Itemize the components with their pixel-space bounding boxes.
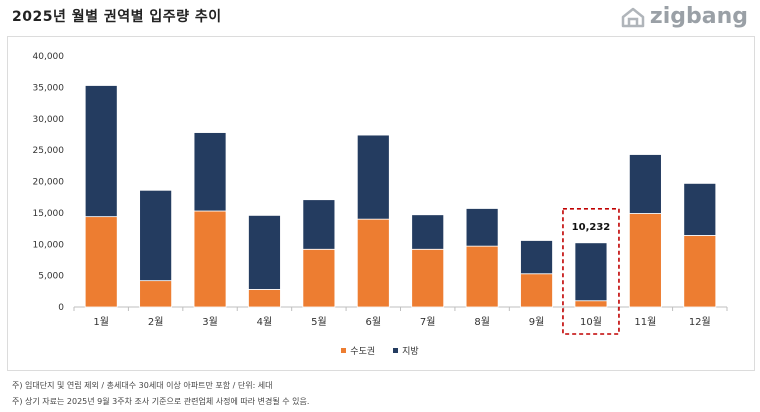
brand-name: zigbang [649,4,748,29]
house-logo-icon [621,7,645,27]
x-tick-label: 4월 [257,316,273,328]
footnote-1: 주) 임대단지 및 연립 제외 / 총세대수 30세대 이상 아파트만 포함 /… [12,381,273,390]
x-tick-label: 3월 [202,316,218,328]
data-label: 10,232 [572,222,611,233]
x-tick-label: 6월 [366,316,382,328]
bar-segment-metro [465,245,499,308]
x-tick-label: 12월 [689,316,711,328]
bar-segment-region [465,208,499,247]
y-tick-label: 35,000 [33,83,65,93]
chart-title: 2025년 월별 권역별 입주량 추이 [12,9,222,25]
bar-segment-metro [193,210,227,308]
bar-segment-region [411,214,445,250]
x-tick-label: 2월 [148,316,164,328]
x-tick-label: 8월 [474,316,490,328]
bar-segment-metro [356,218,390,308]
footnote-2: 주) 상기 자료는 2025년 9월 3주차 조사 기준으로 관련업체 사정에 … [12,397,310,406]
bar-segment-region [139,189,173,282]
bar-segment-region [520,240,553,275]
legend-item-region: 지방 [393,344,419,357]
bar-segment-region [248,214,281,290]
y-tick-label: 10,000 [33,240,65,250]
brand-logo: zigbang [620,4,748,29]
bar-segment-metro [84,216,118,308]
bar-segment-metro [628,213,662,308]
chart-legend: 수도권 지방 [0,344,760,357]
bar-segment-region [356,134,390,220]
bar-segment-region [574,242,608,302]
bar-segment-metro [683,235,717,308]
x-tick-label: 11월 [634,316,656,328]
y-tick-label: 20,000 [33,178,65,188]
bar-segment-region [193,132,227,212]
legend-item-metro: 수도권 [341,344,375,357]
bar-segment-metro [574,300,608,308]
legend-label-metro: 수도권 [350,347,376,357]
highlight-box [562,207,620,335]
y-tick-label: 25,000 [33,146,65,156]
bar-segment-metro [520,273,553,308]
bar-segment-metro [411,248,445,308]
x-tick-label: 5월 [311,316,327,328]
bar-segment-metro [302,248,336,308]
x-tick-label: 1월 [93,316,109,328]
bar-segment-region [628,154,662,214]
x-tick-label: 10월 [580,316,602,328]
bar-segment-region [683,182,717,236]
y-tick-label: 0 [58,303,64,313]
stacked-bar-chart: 0 5,000 10,000 15,000 20,000 25,000 30,000 35,0… [33,52,728,335]
bar-segment-region [302,199,336,250]
y-tick-label: 5,000 [38,272,64,282]
y-tick-label: 40,000 [33,52,65,62]
footnotes: 주) 임대단지 및 연립 제외 / 총세대수 30세대 이상 아파트만 포함 /… [12,378,309,410]
legend-swatch-metro [341,348,347,353]
bar-segment-metro [248,289,281,308]
legend-label-region: 지방 [402,347,419,357]
x-tick-label: 7월 [420,316,436,328]
y-tick-label: 30,000 [33,115,65,125]
legend-swatch-region [393,348,399,353]
y-tick-label: 15,000 [33,209,65,219]
x-tick-label: 9월 [529,316,545,328]
bar-segment-region [84,85,118,218]
bar-segment-metro [139,280,173,308]
